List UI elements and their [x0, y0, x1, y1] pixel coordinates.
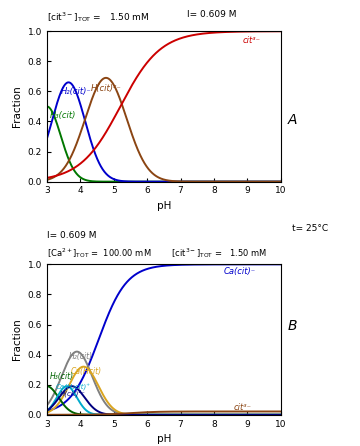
Text: [cit$^{3-}$]$_{\rm TOT}$ =   1.50 mM: [cit$^{3-}$]$_{\rm TOT}$ = 1.50 mM	[47, 10, 149, 24]
Text: cit³⁻: cit³⁻	[242, 36, 260, 45]
Text: I= 0.609 M: I= 0.609 M	[47, 231, 96, 240]
Text: Ca(cit)⁻: Ca(cit)⁻	[224, 268, 256, 277]
Text: H₂(cit): H₂(cit)	[68, 352, 93, 361]
Y-axis label: Fraction: Fraction	[12, 86, 22, 127]
X-axis label: pH: pH	[157, 201, 171, 211]
Text: H(cit)²⁻: H(cit)²⁻	[59, 390, 85, 397]
Text: cit³⁻: cit³⁻	[234, 403, 252, 412]
Text: A: A	[288, 113, 297, 128]
Text: B: B	[288, 318, 297, 333]
Y-axis label: Fraction: Fraction	[12, 319, 22, 360]
Text: [Ca$^{2+}$]$_{\rm TOT}$ =  100.00 mM        [cit$^{3-}$]$_{\rm TOT}$ =   1.50 mM: [Ca$^{2+}$]$_{\rm TOT}$ = 100.00 mM [cit…	[47, 246, 267, 260]
X-axis label: pH: pH	[157, 434, 171, 444]
Text: t= 25°C: t= 25°C	[292, 224, 329, 233]
Text: H₂(cit)⁻: H₂(cit)⁻	[61, 87, 91, 96]
Text: H(cit)²⁻: H(cit)²⁻	[91, 84, 122, 93]
Text: H₃(cit): H₃(cit)	[50, 111, 77, 120]
Text: Ca(H₂cit)⁺: Ca(H₂cit)⁺	[56, 383, 91, 391]
Text: Ca(Hcit): Ca(Hcit)	[71, 368, 102, 376]
Text: I= 0.609 M: I= 0.609 M	[187, 10, 237, 19]
Text: H₃(cit): H₃(cit)	[50, 372, 74, 381]
